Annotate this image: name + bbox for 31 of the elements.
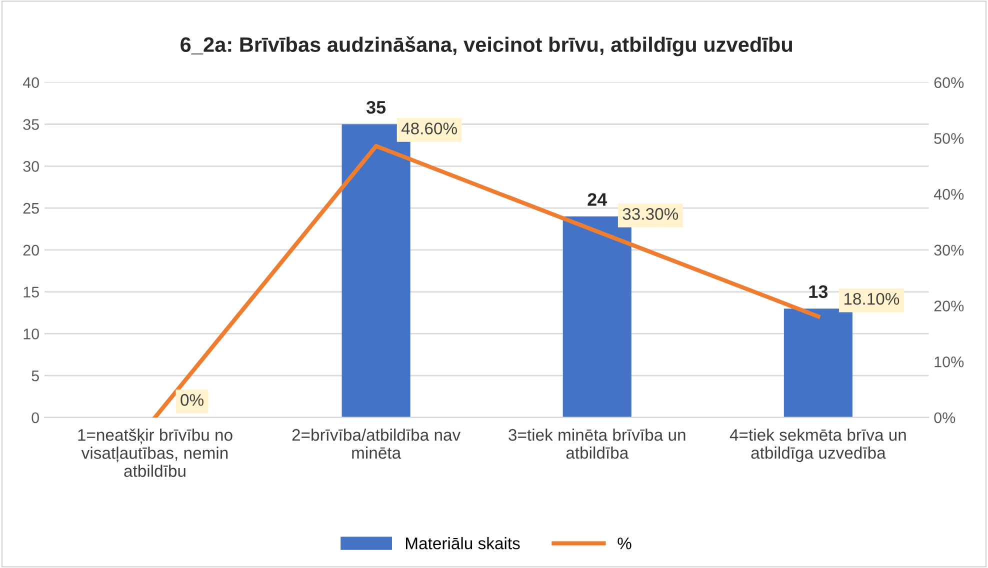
y-tick-label: 10 xyxy=(24,328,40,340)
legend-label: % xyxy=(618,538,632,550)
data-label: 18.10% xyxy=(844,292,900,305)
y2-tick-label: 30% xyxy=(934,244,964,256)
chart-title: 6_2a: Brīvības audzināšana, veicinot brīvu, atbildīgu uzvedību xyxy=(180,36,792,56)
y-tick-label: 0 xyxy=(32,412,39,424)
y2-tick-label: 0% xyxy=(934,412,956,424)
legend-label: Materiālu skaits xyxy=(406,537,520,550)
y2-tick-label: 50% xyxy=(934,133,964,144)
data-label: 24 xyxy=(588,193,608,206)
x-tick-label: 4=tiek sekmēta brīva un atbildīga uzvedība xyxy=(730,428,906,462)
bar xyxy=(784,308,852,418)
data-label: 13 xyxy=(809,285,828,298)
y2-tick-label: 20% xyxy=(934,300,964,312)
data-label: 48.60% xyxy=(401,122,457,134)
y-tick-label: 25 xyxy=(23,202,39,214)
y2-tick-label: 10% xyxy=(934,356,964,368)
x-tick-label: 1=neatšķir brīvību no visatļautības, nemin atbildību xyxy=(78,428,232,477)
y2-tick-label: 60% xyxy=(934,77,964,88)
data-label: 35 xyxy=(366,100,386,114)
y-tick-label: 20 xyxy=(23,244,40,256)
y-tick-label: 5 xyxy=(32,370,39,382)
y-tick-label: 35 xyxy=(23,119,39,130)
x-tick-label: 2=brīvība/atbildība nav minēta xyxy=(292,428,461,459)
x-tick-label: 3=tiek minēta brīvība un atbildība xyxy=(508,428,686,459)
y-tick-label: 15 xyxy=(24,286,39,298)
data-label: 0% xyxy=(180,394,204,406)
y-tick-label: 40 xyxy=(22,77,40,88)
data-label: 33.30% xyxy=(622,208,678,220)
y2-tick-label: 40% xyxy=(934,188,964,200)
y-tick-label: 30 xyxy=(23,161,40,172)
